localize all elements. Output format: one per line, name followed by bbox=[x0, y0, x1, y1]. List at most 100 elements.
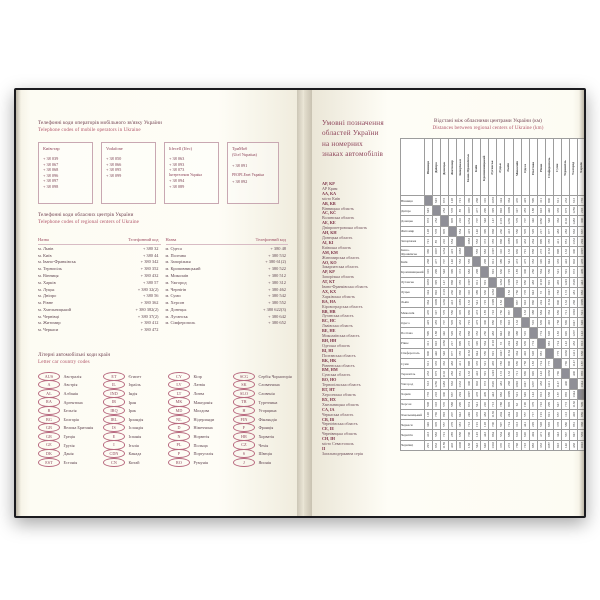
matrix-cell: 826 bbox=[528, 368, 538, 380]
table-row: м. Хмельницький + 380 382(2) bbox=[38, 306, 161, 313]
car-country-name: Велика Британія bbox=[63, 425, 94, 431]
car-code-oval: CN bbox=[103, 457, 125, 467]
matrix-column-header: Миколаїв bbox=[512, 138, 522, 196]
list-item: AP, KP АР Крим bbox=[322, 181, 384, 192]
matrix-cell: 713 bbox=[488, 398, 498, 410]
plate-code: BK, HK bbox=[322, 357, 337, 363]
matrix-cell: 1626 bbox=[569, 276, 579, 288]
car-codes-section: Літерні автомобільні коди країн Letter c… bbox=[38, 352, 288, 366]
matrix-cell: 316 bbox=[423, 266, 433, 278]
city-name: м. Тернопіль bbox=[38, 266, 62, 272]
matrix-cell: 441 bbox=[520, 419, 530, 431]
plate-code: BB, HB bbox=[322, 308, 336, 314]
table-row: м. Миколаїв + 380 512 bbox=[166, 272, 289, 279]
operator-code: + 38 091 bbox=[232, 162, 248, 168]
matrix-cell: 465 bbox=[553, 276, 563, 288]
list-item: AX, KX Харківська область bbox=[322, 289, 384, 300]
matrix-diagonal-cell bbox=[520, 317, 530, 329]
plate-code: BE, HE bbox=[322, 328, 336, 334]
matrix-cell: 465 bbox=[488, 357, 498, 370]
operator-box-vodafone: Vodafone + 38 050 + 38 066 + 38 095 + 38… bbox=[101, 142, 156, 204]
matrix-cell: 138 bbox=[463, 439, 474, 451]
plate-region-name: Волинська область bbox=[322, 215, 355, 221]
matrix-cell: 370 bbox=[496, 439, 506, 451]
matrix-row-header: Ужгород bbox=[400, 378, 425, 390]
operator-subname: Інтертелеком Україна bbox=[169, 172, 202, 177]
matrix-cell: 1099 bbox=[504, 388, 514, 400]
matrix-cell: 492 bbox=[544, 317, 555, 329]
matrix-cell: 958 bbox=[528, 245, 538, 258]
matrix-cell: 1047 bbox=[544, 286, 555, 298]
matrix-column-header: Полтава bbox=[528, 138, 538, 196]
list-item: GE Грузія bbox=[38, 440, 100, 450]
matrix-cell: 714 bbox=[536, 357, 546, 370]
city-name: м. Вінниця bbox=[38, 273, 59, 279]
list-item: AA, KA місто Київ bbox=[322, 191, 384, 202]
matrix-cell: 1399 bbox=[504, 276, 514, 288]
city-name: м. Дніпро bbox=[38, 293, 57, 299]
list-item: AO, KO Закарпатська область bbox=[322, 260, 384, 271]
matrix-cell: 505 bbox=[520, 225, 530, 237]
matrix-diagonal-cell bbox=[431, 205, 441, 217]
matrix-cell: 185 bbox=[512, 266, 522, 278]
matrix-cell: 556 bbox=[544, 266, 555, 278]
matrix-cell: 960 bbox=[504, 327, 514, 339]
matrix-cell: 230 bbox=[447, 286, 457, 298]
table-row: Запоріжжя 721 85 210 654 1083 553 372 355 968 1085… bbox=[400, 235, 584, 247]
list-item: FIN Фінляндія bbox=[233, 414, 295, 424]
list-item: S Швеція bbox=[233, 449, 295, 459]
matrix-row-header: Запоріжжя bbox=[400, 235, 425, 247]
matrix-cell: 324 bbox=[423, 286, 433, 298]
matrix-cell: 475 bbox=[472, 317, 482, 329]
matrix-cell: 422 bbox=[472, 368, 482, 380]
table-row: Харків 735 218 300 667 294 1097 478 409 443 982 109… bbox=[400, 388, 584, 400]
matrix-cell: 874 bbox=[463, 398, 474, 410]
plate-region-name: Запорізька область bbox=[322, 274, 355, 280]
matrix-cell: 800 bbox=[544, 194, 555, 207]
plate-region-name: Загальнодержавна серія bbox=[322, 450, 363, 456]
matrix-cell: 588 bbox=[447, 398, 457, 410]
matrix-cell: 1050 bbox=[439, 337, 449, 349]
operator-code: + 38 095 bbox=[106, 167, 122, 173]
matrix-cell: 691 bbox=[480, 276, 490, 288]
matrix-cell: 775 bbox=[553, 347, 563, 360]
matrix-cell: 335 bbox=[553, 205, 563, 217]
car-country-name: Іран bbox=[128, 399, 137, 405]
matrix-cell: 723 bbox=[520, 439, 530, 451]
matrix-cell: 578 bbox=[447, 205, 457, 217]
matrix-cell: 951 bbox=[455, 368, 465, 380]
matrix-cell: 1399 bbox=[488, 296, 498, 309]
matrix-cell: 1008 bbox=[455, 439, 465, 451]
matrix-cell: 207 bbox=[447, 408, 457, 421]
operator-code: + 38 067 bbox=[43, 161, 59, 167]
matrix-cell: 475 bbox=[520, 256, 530, 268]
plate-code: BX, HX bbox=[322, 396, 336, 402]
list-item: J Японія bbox=[233, 457, 295, 467]
car-country-name: Словенія bbox=[258, 390, 275, 396]
matrix-cell: 1193 bbox=[488, 337, 498, 349]
car-country-name: Японія bbox=[258, 459, 271, 465]
matrix-cell: 534 bbox=[496, 429, 506, 441]
list-item: CA, IA Черкаська область bbox=[322, 407, 384, 418]
matrix-diagonal-cell bbox=[439, 215, 449, 227]
matrix-cell: 411 bbox=[455, 357, 465, 370]
plate-code: BA, HA bbox=[322, 298, 336, 304]
car-country-name: Швеція bbox=[258, 451, 272, 457]
matrix-diagonal-cell bbox=[512, 307, 522, 319]
city-name: м. Чернігів bbox=[165, 286, 187, 292]
matrix-cell: 1119 bbox=[439, 286, 449, 298]
matrix-cell: 766 bbox=[431, 408, 441, 421]
list-item: H Угорщина bbox=[233, 406, 295, 416]
plate-region-name: Чернігівська область bbox=[322, 421, 358, 427]
list-item: AM, KM Житомирська область bbox=[322, 250, 384, 261]
matrix-cell: 415 bbox=[463, 225, 474, 237]
list-item: IS Ісландія bbox=[103, 423, 165, 433]
matrix-cell: 1030 bbox=[544, 368, 555, 380]
matrix-cell: 335 bbox=[472, 357, 482, 370]
matrix-cell: 579 bbox=[512, 215, 522, 227]
table-row: м. Ужгород + 380 312 bbox=[166, 279, 289, 286]
matrix-cell: 316 bbox=[480, 194, 490, 207]
matrix-cell: 440 bbox=[431, 347, 441, 360]
list-item: MK Македонія bbox=[168, 397, 230, 407]
list-item: BX, HX Хмельницька область bbox=[322, 396, 384, 408]
